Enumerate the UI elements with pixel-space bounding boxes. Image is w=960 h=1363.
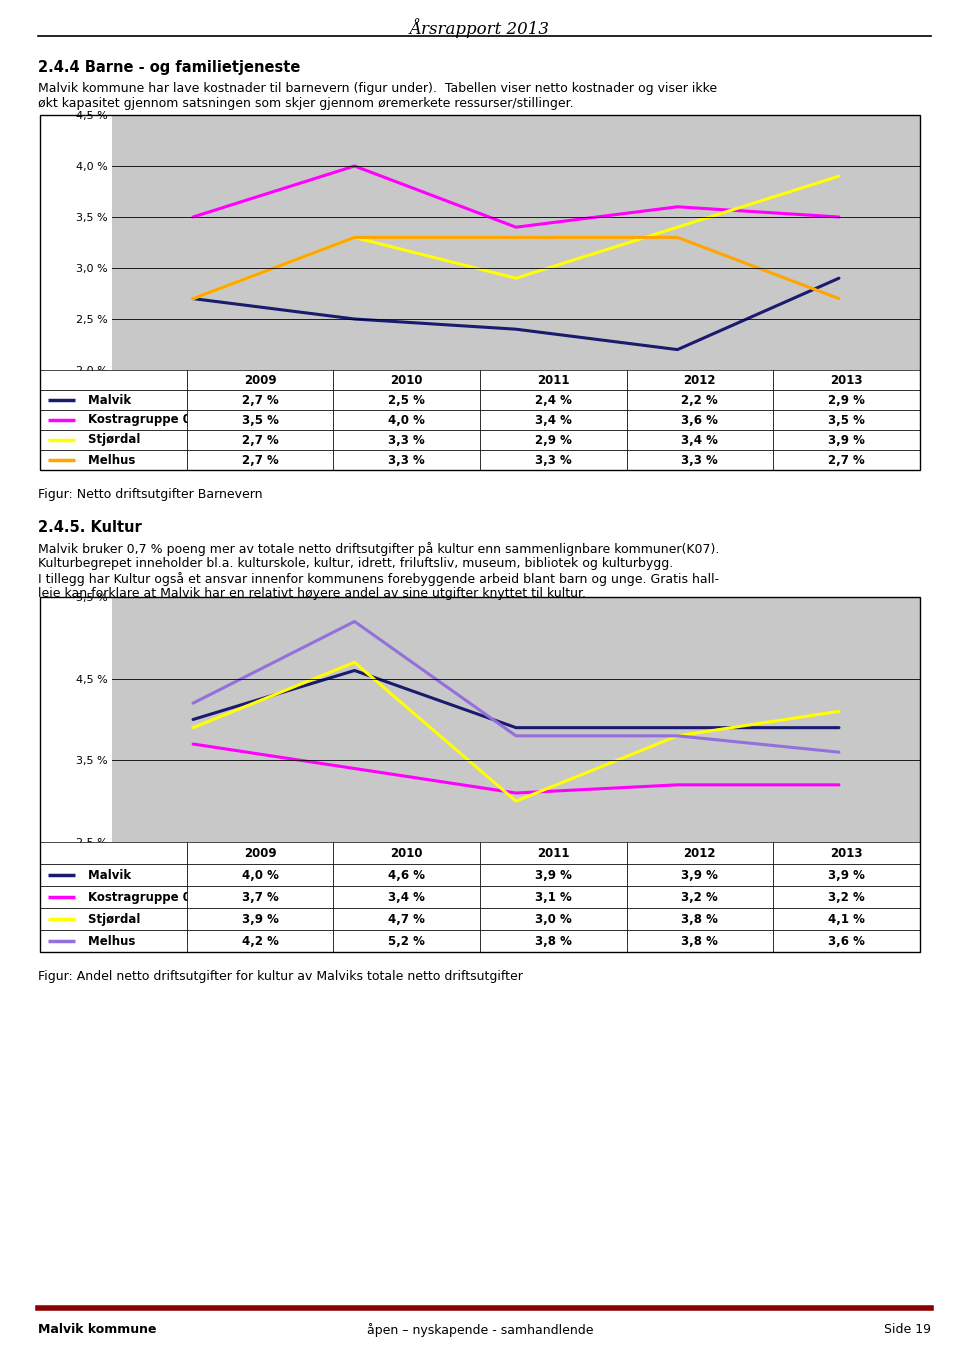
Text: Side 19: Side 19 [884, 1323, 931, 1336]
Text: Kulturbegrepet inneholder bl.a. kulturskole, kultur, idrett, friluftsliv, museum: Kulturbegrepet inneholder bl.a. kultursk… [38, 557, 674, 570]
Text: Malvik bruker 0,7 % poeng mer av totale netto driftsutgifter på kultur enn samme: Malvik bruker 0,7 % poeng mer av totale … [38, 542, 720, 556]
Text: Malvik kommune: Malvik kommune [38, 1323, 156, 1336]
Text: Figur: Netto driftsutgifter Barnevern: Figur: Netto driftsutgifter Barnevern [38, 488, 263, 502]
Text: Figur: Andel netto driftsutgifter for kultur av Malviks totale netto driftsutgif: Figur: Andel netto driftsutgifter for ku… [38, 970, 523, 983]
Text: 2.4.4 Barne - og familietjeneste: 2.4.4 Barne - og familietjeneste [38, 60, 300, 75]
Text: I tillegg har Kultur også et ansvar innenfor kommunens forebyggende arbeid blant: I tillegg har Kultur også et ansvar inne… [38, 572, 720, 586]
Text: Årsrapport 2013: Årsrapport 2013 [410, 18, 550, 38]
Text: Malvik kommune har lave kostnader til barnevern (figur under).  Tabellen viser n: Malvik kommune har lave kostnader til ba… [38, 82, 717, 95]
Text: åpen – nyskapende - samhandlende: åpen – nyskapende - samhandlende [367, 1323, 593, 1337]
Text: leie kan forklare at Malvik har en relativt høyere andel av sine utgifter knytte: leie kan forklare at Malvik har en relat… [38, 587, 587, 600]
Text: økt kapasitet gjennom satsningen som skjer gjennom øremerkete ressurser/stilling: økt kapasitet gjennom satsningen som skj… [38, 97, 574, 110]
Text: 2.4.5. Kultur: 2.4.5. Kultur [38, 521, 142, 536]
